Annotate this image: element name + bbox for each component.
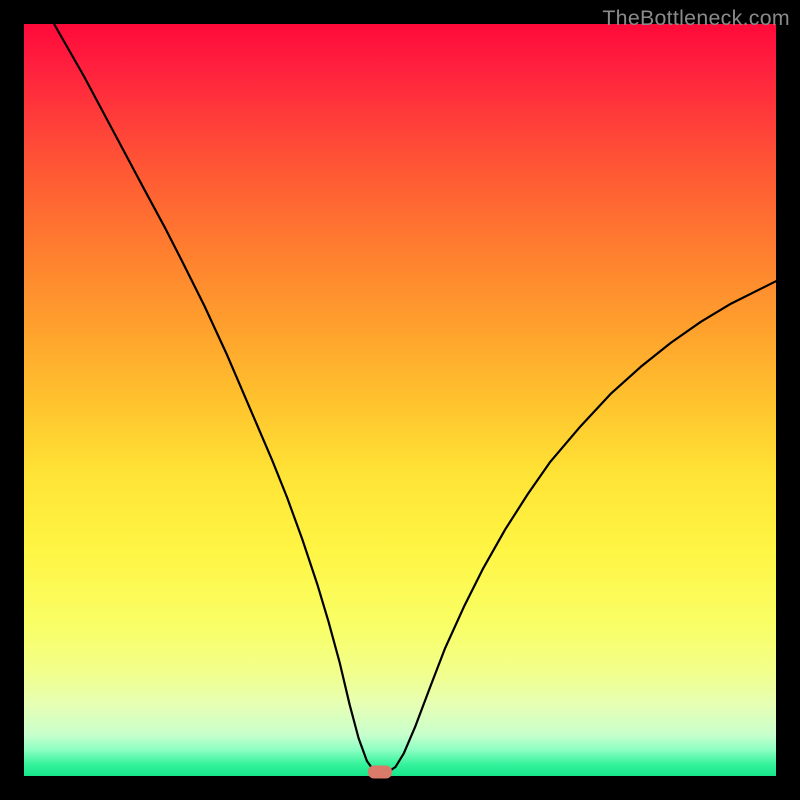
optimum-marker <box>368 766 392 779</box>
watermark-text: TheBottleneck.com <box>602 6 790 31</box>
bottleneck-chart <box>24 24 776 776</box>
curve-layer <box>24 24 776 776</box>
bottleneck-curve <box>54 24 776 773</box>
